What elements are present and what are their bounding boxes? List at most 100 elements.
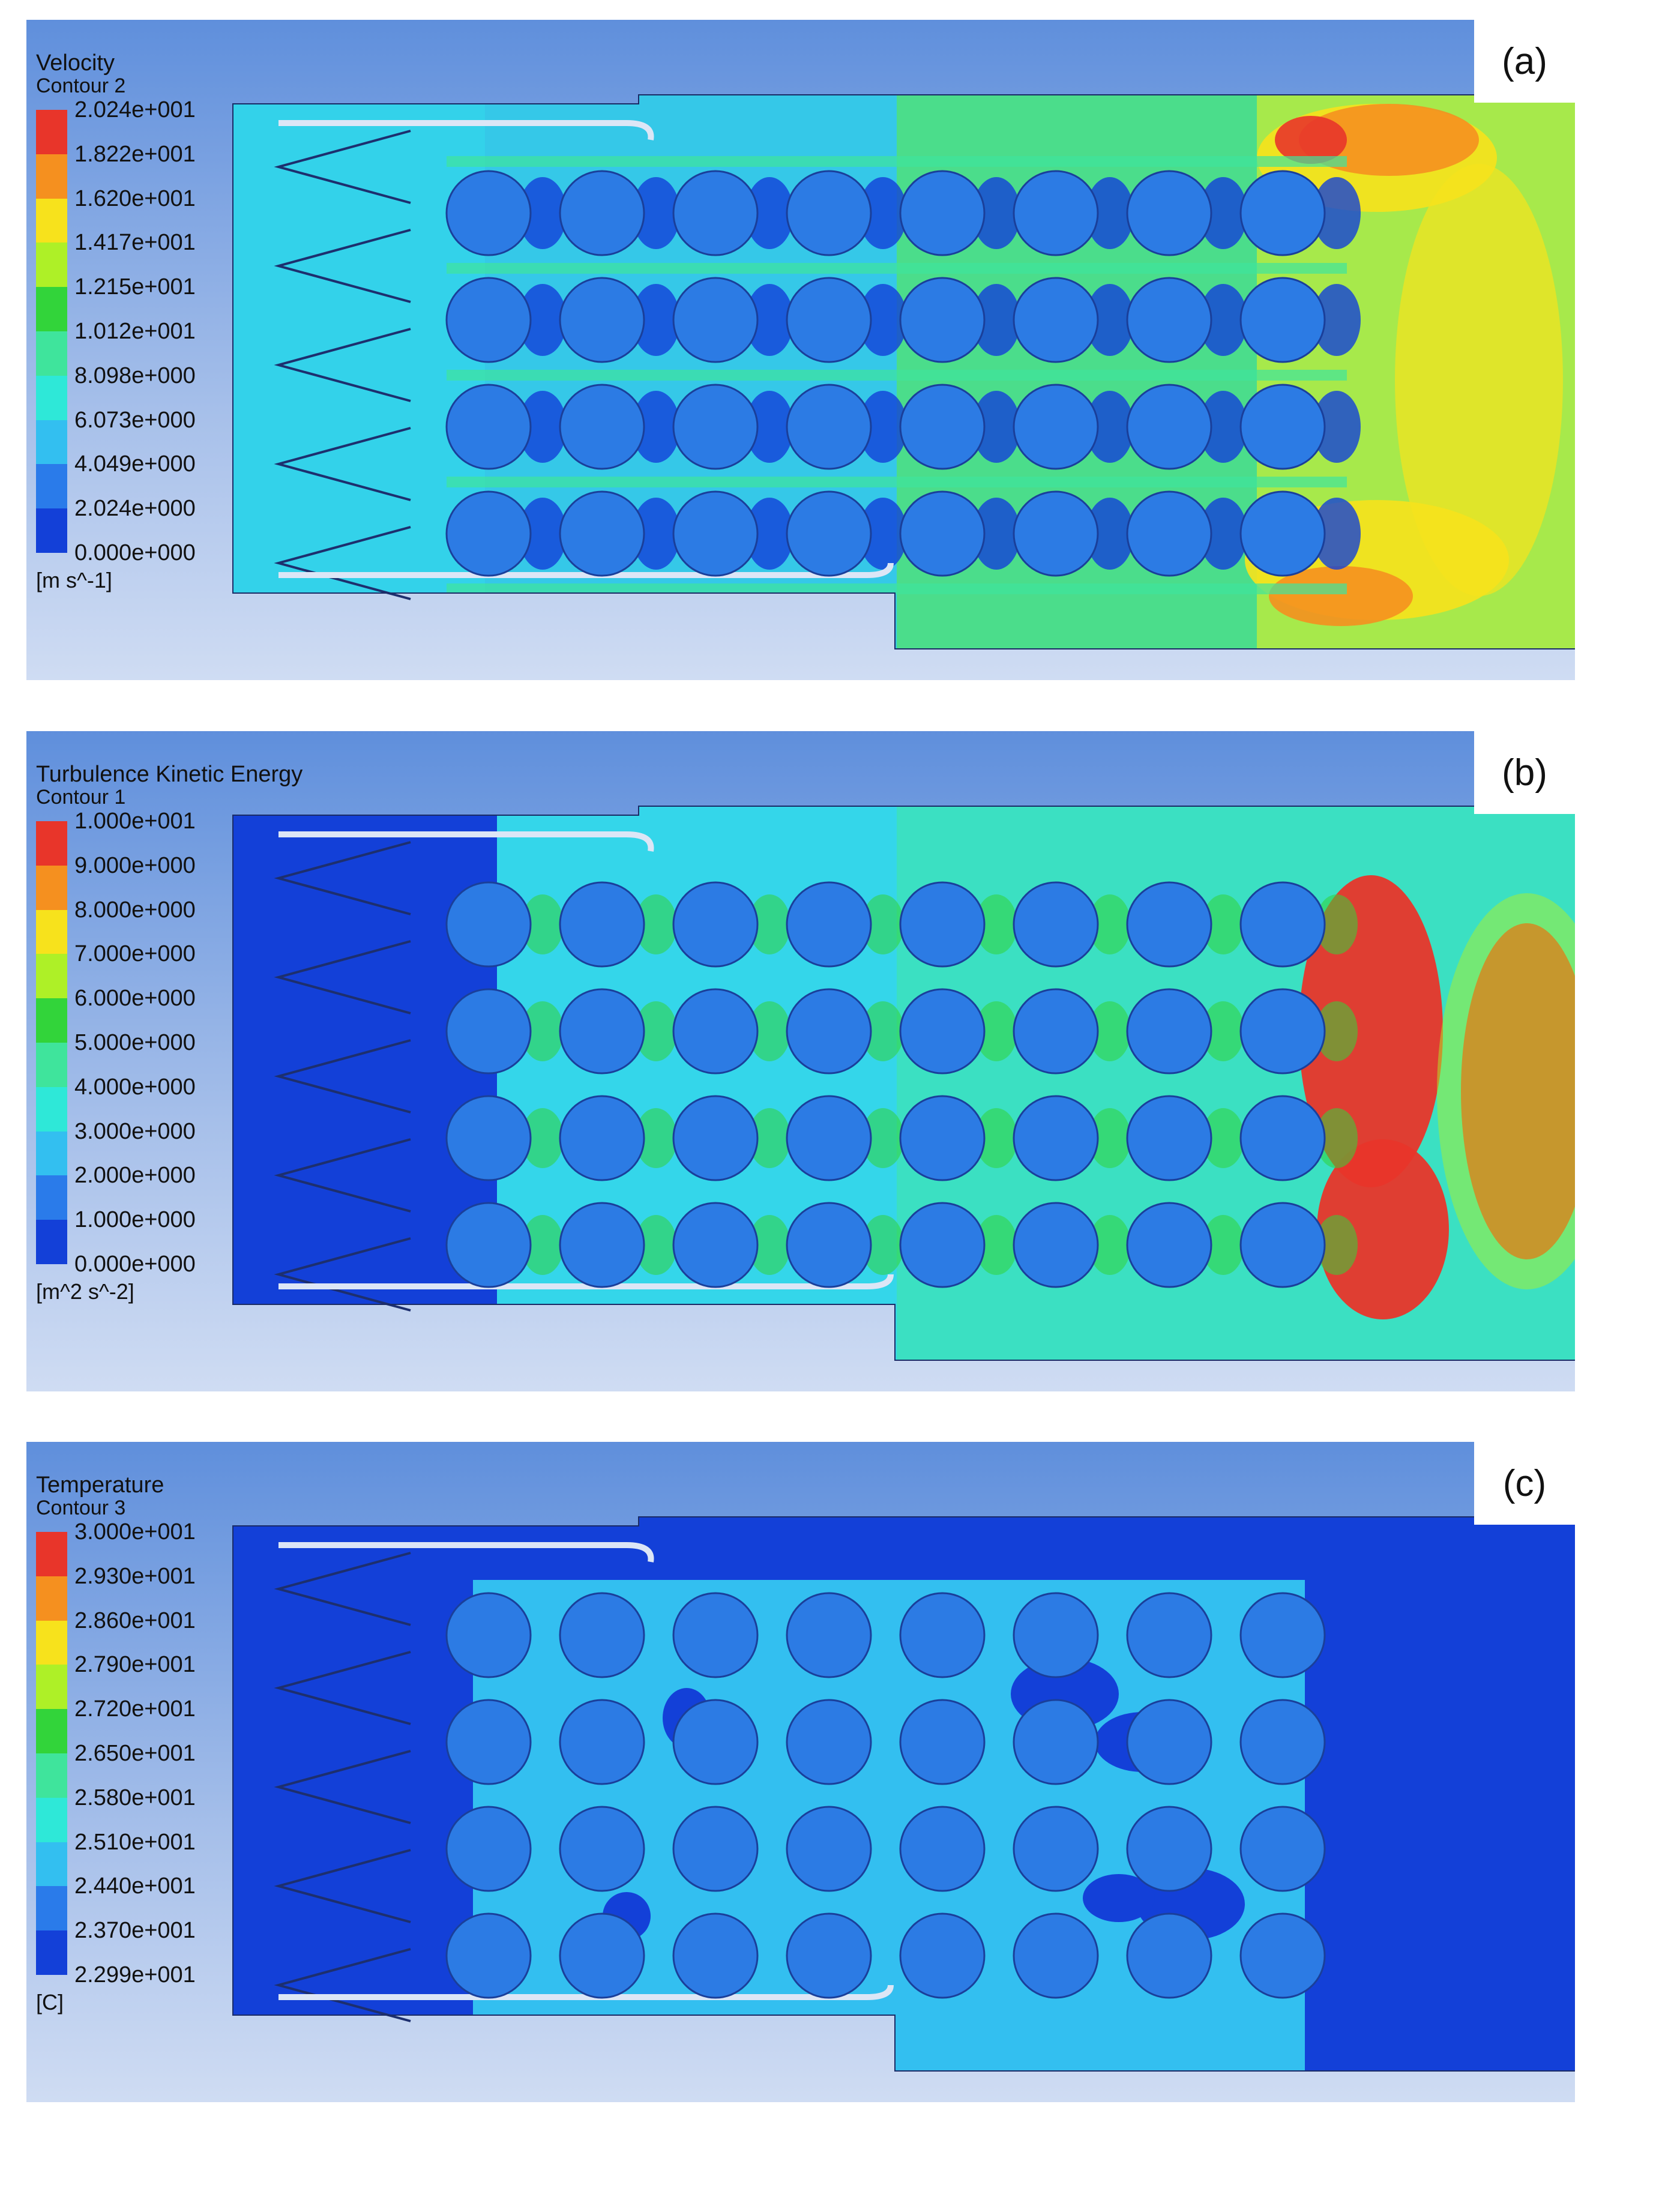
legend-unit: [C] — [36, 1990, 64, 2015]
legend-tick-label: 2.370e+001 — [74, 1918, 196, 1944]
panel-label: (b) — [1474, 731, 1575, 814]
tube — [559, 170, 645, 256]
legend-tick-label: 2.930e+001 — [74, 1563, 196, 1589]
contour-subtitle: Contour 2 — [36, 74, 126, 97]
tube — [786, 881, 872, 968]
legend-tick-label: 1.000e+001 — [74, 809, 196, 834]
legend-swatch — [36, 1086, 67, 1132]
tube — [786, 1912, 872, 1999]
tube — [559, 277, 645, 363]
tube — [786, 1095, 872, 1181]
tube — [559, 490, 645, 577]
tube — [445, 1699, 532, 1785]
tube — [1126, 881, 1212, 968]
tube — [672, 1095, 759, 1181]
panel-label: (a) — [1474, 20, 1575, 103]
tube — [1013, 170, 1099, 256]
legend-swatch — [36, 1842, 67, 1887]
tube — [1239, 988, 1326, 1074]
legend-swatch — [36, 375, 67, 420]
tube — [445, 1592, 532, 1678]
tube — [899, 1202, 986, 1288]
tube — [559, 1095, 645, 1181]
legend-swatch — [36, 331, 67, 376]
legend-swatch — [36, 464, 67, 509]
legend-tick-label: 9.000e+000 — [74, 852, 196, 878]
tube — [899, 384, 986, 470]
tube — [1126, 490, 1212, 577]
tube — [1013, 490, 1099, 577]
legend-swatch — [36, 909, 67, 954]
legend-swatch — [36, 998, 67, 1043]
legend-swatch — [36, 954, 67, 999]
legend-swatch — [36, 1175, 67, 1220]
tube — [899, 1912, 986, 1999]
legend-swatch — [36, 1753, 67, 1798]
legend-unit: [m^2 s^-2] — [36, 1279, 134, 1304]
legend-tick-label: 4.000e+000 — [74, 1074, 196, 1100]
tube — [1239, 170, 1326, 256]
tube — [445, 170, 532, 256]
color-legend-bar — [36, 821, 67, 1264]
legend-swatch — [36, 1042, 67, 1087]
tube — [1013, 1592, 1099, 1678]
legend-swatch — [36, 420, 67, 465]
tube — [899, 1699, 986, 1785]
legend-swatch — [36, 243, 67, 288]
tube — [559, 1592, 645, 1678]
legend-tick-label: 2.720e+001 — [74, 1696, 196, 1722]
tube — [445, 490, 532, 577]
tube — [899, 881, 986, 968]
tube — [672, 1806, 759, 1892]
tube — [1013, 1095, 1099, 1181]
tube — [786, 1806, 872, 1892]
legend-swatch — [36, 1709, 67, 1753]
tube — [1239, 1095, 1326, 1181]
tube — [672, 170, 759, 256]
tube-bank — [445, 1592, 1326, 1999]
legend-tick-label: 6.073e+000 — [74, 407, 196, 433]
tube — [786, 1699, 872, 1785]
legend-swatch — [36, 1886, 67, 1931]
legend-swatch — [36, 1665, 67, 1710]
tube — [1013, 384, 1099, 470]
tube — [899, 170, 986, 256]
tube — [1239, 1202, 1326, 1288]
turbulence-kinetic-energy-contour-panel: Turbulence Kinetic Energy Contour 1 (b) 1.0… — [26, 731, 1575, 1391]
tube — [559, 1202, 645, 1288]
legend-swatch — [36, 198, 67, 243]
contour-subtitle: Contour 1 — [36, 786, 126, 809]
tube — [1239, 1699, 1326, 1785]
legend-tick-label: 6.000e+000 — [74, 986, 196, 1011]
legend-tick-label: 8.098e+000 — [74, 363, 196, 388]
color-legend-bar — [36, 110, 67, 553]
legend-swatch — [36, 110, 67, 154]
tube-bank — [445, 881, 1326, 1288]
legend-tick-label: 2.650e+001 — [74, 1741, 196, 1766]
tube — [559, 1699, 645, 1785]
legend-swatch — [36, 154, 67, 199]
contour-title: Turbulence Kinetic Energy — [36, 762, 303, 787]
tube — [672, 384, 759, 470]
inlet-fins — [274, 130, 411, 600]
legend-swatch — [36, 1131, 67, 1176]
velocity-contour-panel: Velocity Contour 2 (a) 2.024e+001 1.822e+001… — [26, 20, 1575, 680]
legend-tick-label: 2.440e+001 — [74, 1873, 196, 1899]
legend-tick-label: 2.299e+001 — [74, 1962, 196, 1988]
legend-tick-label: 8.000e+000 — [74, 897, 196, 923]
legend-tick-label: 3.000e+001 — [74, 1519, 196, 1545]
legend-swatch — [36, 821, 67, 866]
legend-tick-label: 1.822e+001 — [74, 141, 196, 167]
tube — [1239, 1912, 1326, 1999]
tube — [559, 1806, 645, 1892]
tube — [1013, 1912, 1099, 1999]
tube — [445, 988, 532, 1074]
tube — [1013, 1806, 1099, 1892]
legend-tick-label: 2.024e+000 — [74, 496, 196, 522]
legend-swatch — [36, 287, 67, 331]
tube — [899, 988, 986, 1074]
temperature-contour-panel: Temperature Contour 3 (c) 3.000e+001 2.930e+… — [26, 1442, 1575, 2102]
tube — [445, 1806, 532, 1892]
tube-bank — [445, 170, 1326, 577]
tube — [786, 277, 872, 363]
